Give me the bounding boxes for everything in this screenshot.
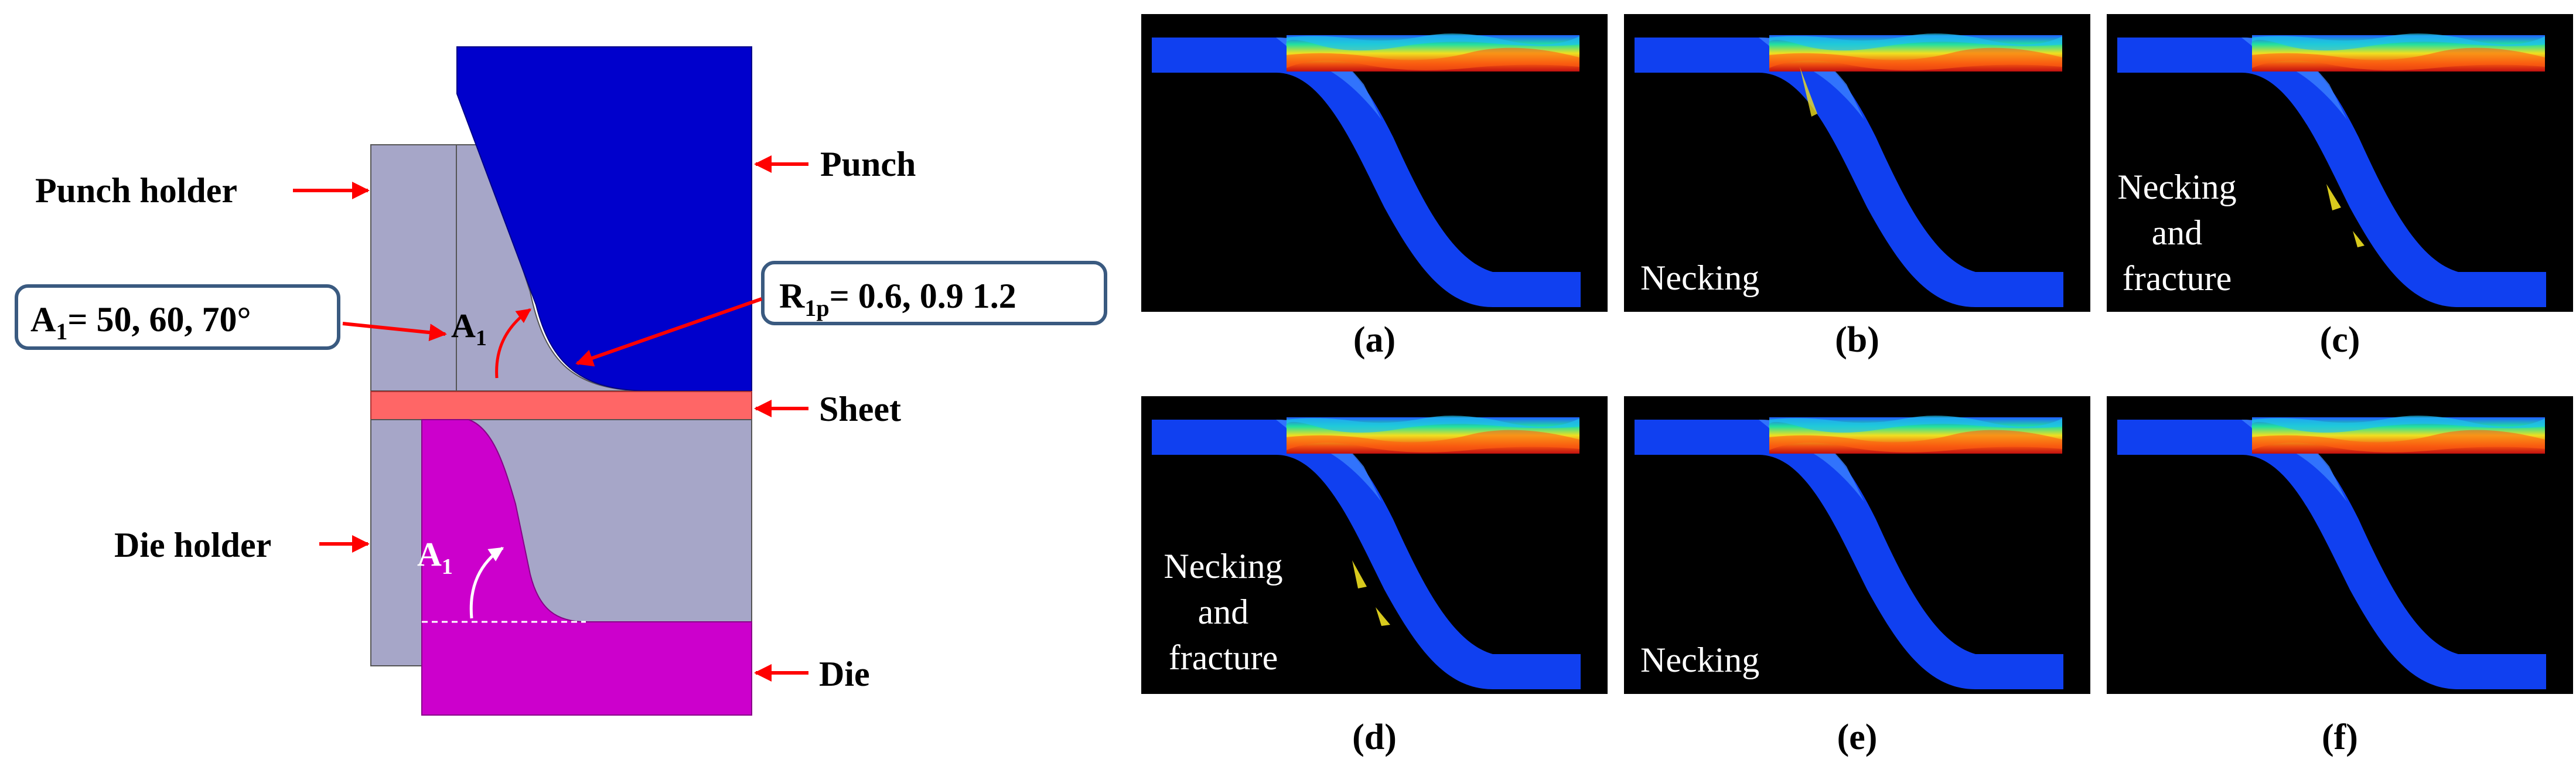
sim-panel-c: Necking and fracture	[2107, 14, 2573, 312]
fracture-highlight-d2	[1376, 607, 1390, 626]
arrow-angle-box	[342, 322, 447, 342]
panel-annotation-c-line3: fracture	[2123, 259, 2232, 298]
panel-caption-b: (b)	[1835, 320, 1879, 360]
angle-label-die: A1	[417, 535, 453, 579]
panel-annotation-e: Necking	[1640, 641, 1759, 679]
radius-box-text: R1p= 0.6, 0.9 1.2	[779, 277, 1016, 321]
sim-panel-b: Necking	[1624, 14, 2090, 312]
panel-caption-e: (e)	[1837, 717, 1878, 757]
panel-caption-f: (f)	[2322, 717, 2358, 757]
panel-caption-c: (c)	[2320, 320, 2360, 360]
angle-arc-punch	[495, 308, 532, 379]
panel-annotation-d-line1: Necking	[1164, 547, 1282, 586]
die-holder-shape	[370, 419, 422, 666]
panel-caption-a: (a)	[1353, 320, 1396, 360]
tool-schematic: A1 A1 Punch holder Punch Sheet Die holde…	[15, 46, 1107, 716]
panel-annotation-d-line3: fracture	[1169, 638, 1278, 677]
sim-panel-a	[1141, 14, 1608, 312]
panel-annotation-b: Necking	[1640, 258, 1759, 297]
label-punch-holder: Punch holder	[35, 171, 237, 210]
punch-shape	[456, 46, 752, 392]
fracture-highlight-d	[1352, 560, 1367, 588]
necking-highlight-b	[1800, 67, 1817, 117]
angle-box-text: A1= 50, 60, 70°	[30, 300, 251, 345]
label-sheet: Sheet	[819, 390, 901, 428]
label-die: Die	[819, 655, 870, 693]
angle-box	[15, 284, 340, 350]
label-die-holder: Die holder	[114, 526, 271, 564]
punch-holder-shape	[370, 144, 457, 392]
panel-caption-d: (d)	[1352, 717, 1397, 757]
angle-arc-die	[469, 546, 504, 619]
panel-annotation-d-line2: and	[1198, 593, 1249, 631]
angle-label-punch: A1	[451, 307, 487, 350]
fracture-highlight-c	[2326, 184, 2341, 210]
label-punch: Punch	[820, 145, 916, 183]
arrow-radius-box	[575, 297, 762, 367]
sheet-shape	[370, 391, 752, 420]
radius-box	[761, 261, 1107, 325]
sim-panel-e: Necking	[1624, 396, 2090, 694]
sim-panel-f	[2107, 396, 2573, 694]
fracture-highlight-c2	[2353, 231, 2365, 247]
sim-panel-d: Necking and fracture	[1141, 396, 1608, 694]
panel-annotation-c-line1: Necking	[2117, 168, 2236, 206]
panel-annotation-c-line2: and	[2152, 213, 2203, 252]
die-shape	[421, 419, 752, 716]
